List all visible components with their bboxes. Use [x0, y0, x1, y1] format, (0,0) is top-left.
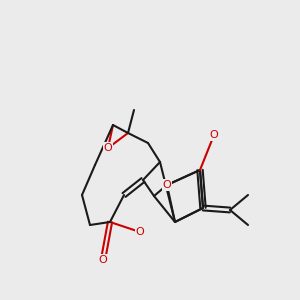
Text: O: O — [99, 255, 107, 265]
Text: O: O — [136, 227, 144, 237]
Text: O: O — [103, 143, 112, 153]
Text: O: O — [210, 130, 218, 140]
Text: O: O — [163, 180, 171, 190]
